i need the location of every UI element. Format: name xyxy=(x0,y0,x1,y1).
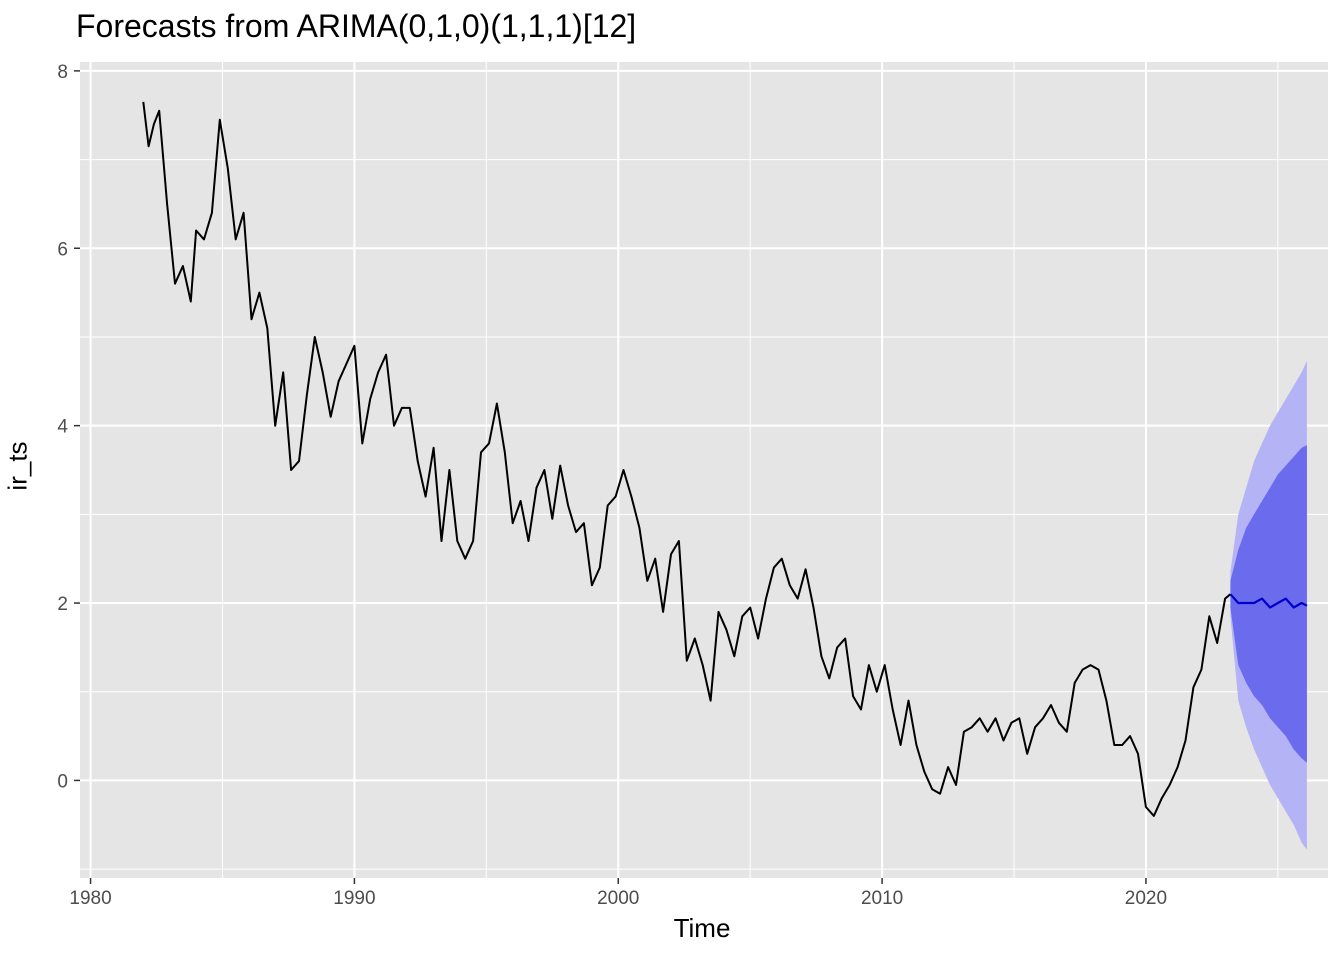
x-tick-label: 2020 xyxy=(1125,888,1167,909)
x-tick-label: 1980 xyxy=(69,888,111,909)
prediction-interval-80 xyxy=(1230,445,1307,763)
y-tick-label: 4 xyxy=(57,417,68,438)
x-tick-label: 2000 xyxy=(597,888,639,909)
y-tick-label: 8 xyxy=(57,62,68,83)
history-series-line xyxy=(142,101,1232,817)
y-tick-label: 6 xyxy=(57,239,68,260)
forecast-mean-line xyxy=(1229,593,1308,609)
chart-title: Forecasts from ARIMA(0,1,0)(1,1,1)[12] xyxy=(76,8,637,44)
x-tick-label: 1990 xyxy=(333,888,375,909)
y-tick-label: 2 xyxy=(57,594,68,615)
x-tick-label: 2010 xyxy=(861,888,903,909)
y-tick-label: 0 xyxy=(57,771,68,792)
y-axis-label: ir_ts xyxy=(2,441,33,491)
panel-background xyxy=(80,62,1328,878)
x-axis-label: Time xyxy=(673,913,731,943)
